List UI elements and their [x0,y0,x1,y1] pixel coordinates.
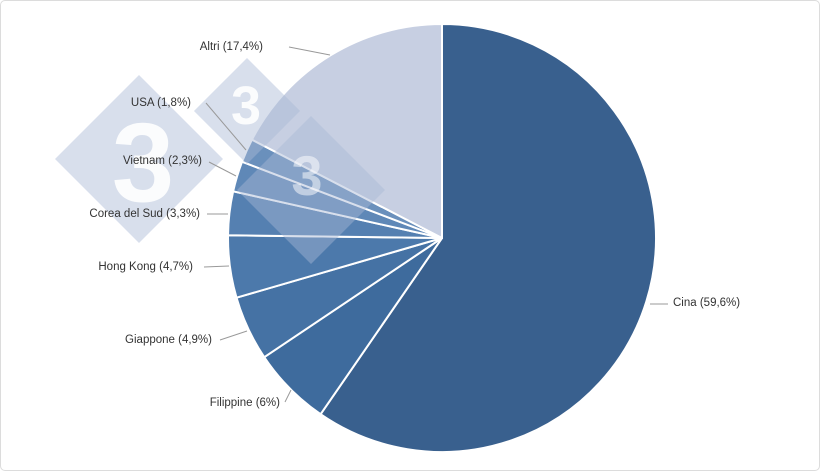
pie-slice-cina[interactable] [319,23,657,453]
leader-line-hong-kong [203,265,230,268]
slice-label-usa: USA (1,8%) [130,97,191,109]
pie-slice-altri[interactable] [250,23,443,239]
watermark-3-glyph-small: 3 [231,76,261,136]
slice-label-altri: Altri (17,4%) [199,41,263,53]
watermark-3-glyph-medium: 3 [291,144,322,207]
slice-label-corea-del-sud: Corea del Sud (3,3%) [89,208,200,220]
leader-line-vietnam [208,161,237,177]
slice-label-hong-kong: Hong Kong (4,7%) [98,261,193,273]
leader-line-filippine [284,389,292,403]
leader-line-altri [288,46,331,56]
slice-label-vietnam: Vietnam (2,3%) [122,155,202,167]
slice-label-cina: Cina (59,6%) [673,297,741,309]
leader-lines-group [203,46,668,403]
pie-slices-group [227,23,657,453]
slice-label-filippine: Filippine (6%) [209,397,280,409]
leader-line-giappone [219,330,248,341]
slice-label-giappone: Giappone (4,9%) [125,334,212,346]
watermark-3-glyph-large: 3 [112,100,174,225]
leader-line-usa [205,102,247,151]
